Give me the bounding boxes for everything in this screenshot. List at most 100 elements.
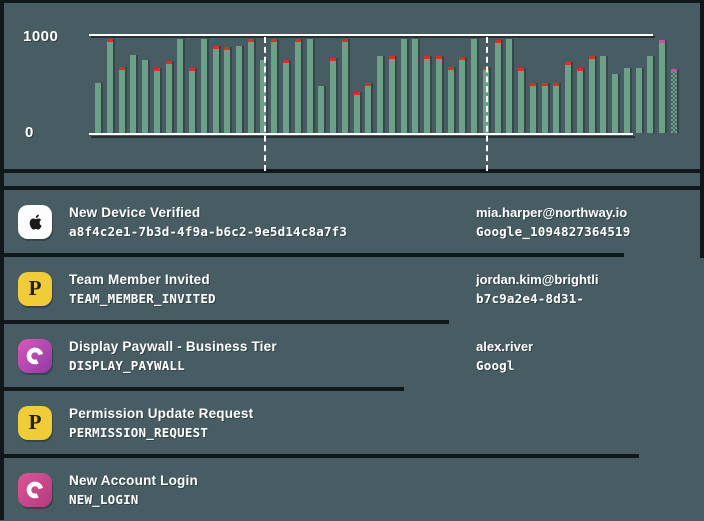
chart-bar <box>153 67 160 133</box>
bar-cap-red <box>283 60 289 64</box>
event-meta: jordan.kim@brightli b7c9a2e4-8d31- <box>476 272 704 306</box>
bar-cap-red <box>588 56 595 60</box>
event-title: New Account Login <box>69 472 198 488</box>
event-row-new-device-verified[interactable]: New Device Verified a8f4c2e1-7b3d-4f9a-b… <box>4 190 704 253</box>
chart-bar <box>130 55 137 133</box>
y-axis-max-label: 1000 <box>23 28 59 45</box>
bar-cap-red <box>106 39 113 43</box>
letter-c-icon <box>18 472 52 507</box>
chart-bar <box>482 67 489 133</box>
bar-cap-red <box>224 47 231 51</box>
event-title: Permission Update Request <box>69 405 254 421</box>
bar-cap-red <box>118 67 125 71</box>
chart-bar <box>553 83 560 133</box>
chart-baseline <box>89 133 633 135</box>
bar-cap-red <box>541 83 548 86</box>
event-row-permission-update-request[interactable]: P Permission Update Request PERMISSION_R… <box>4 391 704 454</box>
row-divider <box>4 387 404 391</box>
bar-cap-red <box>459 57 466 61</box>
bar-cap-red <box>435 55 442 59</box>
chart-bar <box>306 39 313 133</box>
chart-bar <box>600 56 607 133</box>
chart-bar <box>271 39 278 133</box>
bar-cap-red <box>153 67 160 71</box>
chart-bar <box>635 67 642 133</box>
dashed-cursor-line[interactable] <box>485 37 488 171</box>
bar-cap-red <box>189 67 195 71</box>
bar-cap-red <box>212 46 219 50</box>
chart-bar <box>412 39 419 133</box>
letter-p-icon: P <box>18 405 52 440</box>
event-account-id: b7c9a2e4-8d31- <box>476 290 585 306</box>
event-row-display-paywall[interactable]: Display Paywall - Business Tier DISPLAY_… <box>4 324 704 387</box>
event-code: DISPLAY_PAYWALL <box>69 357 185 373</box>
letter-p-icon: P <box>18 271 52 306</box>
chart-bar <box>529 83 536 133</box>
bar-cap-red <box>482 67 489 71</box>
chart-bar <box>494 40 501 133</box>
event-volume-chart: 1000 0 <box>4 3 704 173</box>
chart-bar <box>142 59 148 133</box>
event-meta <box>476 421 704 425</box>
chart-bar <box>106 39 113 133</box>
dashed-cursor-line[interactable] <box>264 37 267 171</box>
event-meta: mia.harper@northway.io Google_1094827364… <box>476 205 704 239</box>
event-title: New Device Verified <box>69 204 201 220</box>
chart-bar <box>518 67 524 133</box>
bar-cap-red <box>165 61 172 65</box>
chart-bar <box>224 47 231 133</box>
chart-bar <box>236 46 242 133</box>
apple-logo-icon <box>18 204 52 239</box>
bar-cap-red <box>576 67 583 71</box>
bar-cap-red <box>365 83 372 86</box>
bar-cap-red <box>518 67 524 71</box>
event-code: TEAM_MEMBER_INVITED <box>69 290 216 306</box>
chart-bar <box>247 39 254 133</box>
bar-cap-red <box>353 91 360 95</box>
chart-bar <box>471 39 477 133</box>
y-axis-min-label: 0 <box>25 124 34 141</box>
chart-bar <box>612 74 618 133</box>
event-code: a8f4c2e1-7b3d-4f9a-b6c2-9e5d14c8a7f3 <box>69 223 348 239</box>
event-feed: New Device Verified a8f4c2e1-7b3d-4f9a-b… <box>4 186 704 521</box>
chart-bar <box>659 40 665 133</box>
event-row-new-account-login[interactable]: New Account Login NEW_LOGIN <box>4 458 704 521</box>
chart-bar <box>647 56 654 133</box>
chart-bar <box>365 83 372 133</box>
chart-plot-area <box>89 34 677 171</box>
bar-cap-red <box>388 55 395 59</box>
bar-cap-red <box>494 40 501 44</box>
bar-series <box>95 34 677 133</box>
chart-bar <box>283 60 289 133</box>
bar-cap-red <box>447 67 454 71</box>
chart-bar <box>588 56 595 133</box>
chart-bar <box>506 39 513 133</box>
event-user-email: alex.river <box>476 338 534 354</box>
chart-bar <box>424 55 430 133</box>
bar-cap-pink <box>659 40 665 44</box>
event-row-team-member-invited[interactable]: P Team Member Invited TEAM_MEMBER_INVITE… <box>4 257 704 320</box>
bar-cap-red <box>565 61 571 65</box>
row-divider <box>4 320 449 324</box>
bar-cap-red <box>271 39 278 43</box>
event-meta: alex.river Googl <box>476 339 704 373</box>
bar-cap-red <box>330 58 336 62</box>
chart-bar <box>259 60 266 133</box>
bar-cap-red <box>553 83 560 86</box>
chart-bar <box>670 68 677 133</box>
chart-top-gridline <box>89 34 653 36</box>
chart-bar <box>118 67 125 133</box>
chart-bar <box>353 91 360 133</box>
chart-bar <box>212 46 219 133</box>
row-divider <box>4 253 624 257</box>
bar-cap-red <box>341 39 348 43</box>
chart-bar <box>576 67 583 133</box>
chart-bar <box>95 82 101 133</box>
chart-bar <box>189 67 195 133</box>
chart-bar <box>177 39 184 133</box>
event-title: Display Paywall - Business Tier <box>69 338 277 354</box>
event-title: Team Member Invited <box>69 271 210 287</box>
letter-c-icon <box>18 338 52 373</box>
chart-bar <box>623 67 630 133</box>
